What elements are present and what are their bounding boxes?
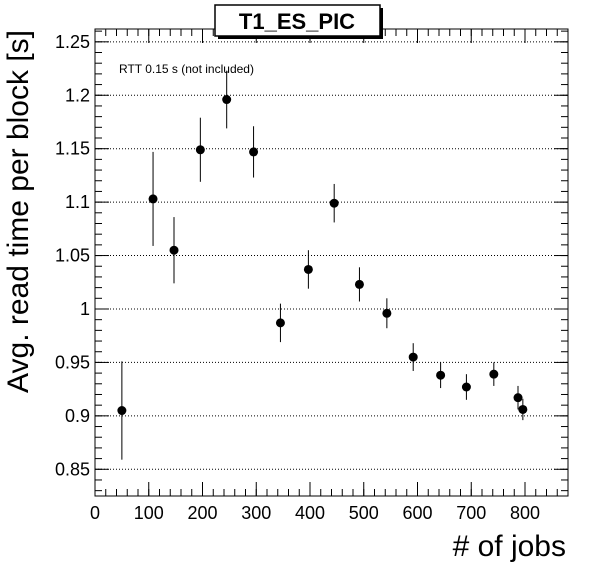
data-point: [518, 404, 528, 414]
x-tick-label: 100: [134, 503, 164, 523]
data-point: [148, 194, 158, 204]
chart-title: T1_ES_PIC: [239, 9, 355, 34]
data-point: [513, 393, 523, 403]
data-point: [354, 279, 364, 289]
x-tick-label: 0: [90, 503, 100, 523]
y-tick-label: 1: [80, 299, 90, 319]
y-tick-label: 0.9: [65, 406, 90, 426]
y-tick-label: 1.25: [55, 32, 90, 52]
data-point: [222, 95, 232, 105]
y-tick-label: 0.85: [55, 459, 90, 479]
data-point: [461, 382, 471, 392]
axis-tick-labels: 0.85 0.9 0.95 1 1.05 1.1 1.15 1.2 1.25 0 100 200 300…: [55, 32, 540, 523]
data-point: [489, 369, 499, 379]
x-tick-label: 200: [187, 503, 217, 523]
annotation: RTT 0.15 s (not included): [119, 62, 254, 76]
y-tick-label: 0.95: [55, 352, 90, 372]
y-tick-label: 1.15: [55, 139, 90, 159]
data-point: [275, 318, 285, 328]
data-point: [408, 352, 418, 362]
data-point: [436, 370, 446, 380]
x-tick-label: 700: [456, 503, 486, 523]
y-tick-label: 1.05: [55, 246, 90, 266]
axis-ticks: [94, 29, 569, 496]
x-tick-label: 800: [510, 503, 540, 523]
y-tick-label: 1.2: [65, 85, 90, 105]
data-point: [329, 198, 339, 208]
y-tick-label: 1.1: [65, 192, 90, 212]
title-box: T1_ES_PIC: [214, 4, 383, 39]
data-point: [117, 406, 127, 416]
x-tick-label: 500: [349, 503, 379, 523]
data-point: [169, 245, 179, 255]
data-point: [195, 145, 205, 155]
data-series: [117, 70, 528, 460]
data-point: [303, 264, 313, 274]
data-point: [249, 147, 259, 157]
y-axis-title: Avg. read time per block [s]: [2, 30, 35, 393]
x-tick-label: 400: [295, 503, 325, 523]
x-axis-title: # of jobs: [453, 530, 566, 563]
x-tick-label: 300: [241, 503, 271, 523]
x-tick-label: 600: [402, 503, 432, 523]
data-point: [382, 308, 392, 318]
